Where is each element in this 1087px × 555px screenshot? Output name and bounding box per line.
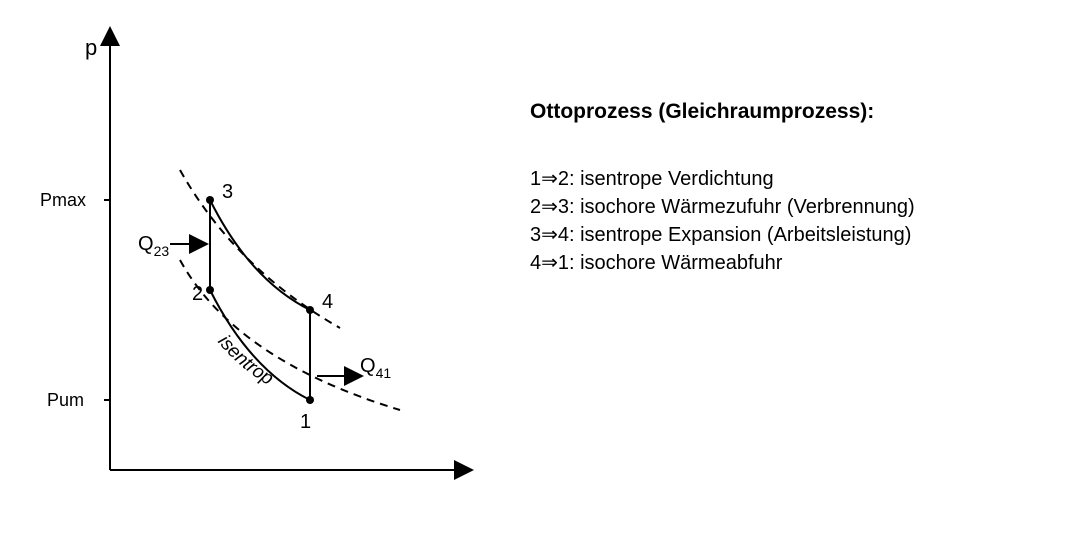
process-step: 3⇒4: isentrope Expansion (Arbeitsleistun…: [530, 221, 915, 249]
diagram-title: Ottoprozess (Gleichraumprozess):: [530, 100, 874, 124]
pv-diagram: p Pmax Pum 1 2 3 4 isentrop Q23 Q41: [0, 0, 530, 530]
heat-label: Q23: [138, 233, 169, 259]
state-point-label: 2: [192, 283, 203, 305]
state-point-label: 4: [322, 291, 333, 313]
process-step: 4⇒1: isochore Wärmeabfuhr: [530, 249, 915, 277]
state-point-label: 1: [300, 411, 311, 433]
state-point: [206, 196, 214, 204]
process-steps: 1⇒2: isentrope Verdichtung2⇒3: isochore …: [530, 165, 915, 277]
process-step: 1⇒2: isentrope Verdichtung: [530, 165, 915, 193]
state-point-label: 3: [222, 181, 233, 203]
isentrop-label: isentrop: [213, 331, 277, 389]
diagram-stage: p Pmax Pum 1 2 3 4 isentrop Q23 Q41 Ottoprozess (…: [0, 0, 1087, 555]
heat-label: Q41: [360, 355, 391, 381]
y-tick-label: Pum: [47, 390, 84, 410]
state-point: [306, 396, 314, 404]
state-point: [206, 286, 214, 294]
state-point: [306, 306, 314, 314]
y-tick-label: Pmax: [40, 190, 86, 210]
isentrope-dashed: [180, 170, 340, 328]
segment-3-4: [210, 200, 310, 310]
y-axis-label: p: [85, 35, 97, 60]
process-step: 2⇒3: isochore Wärmezufuhr (Verbrennung): [530, 193, 915, 221]
